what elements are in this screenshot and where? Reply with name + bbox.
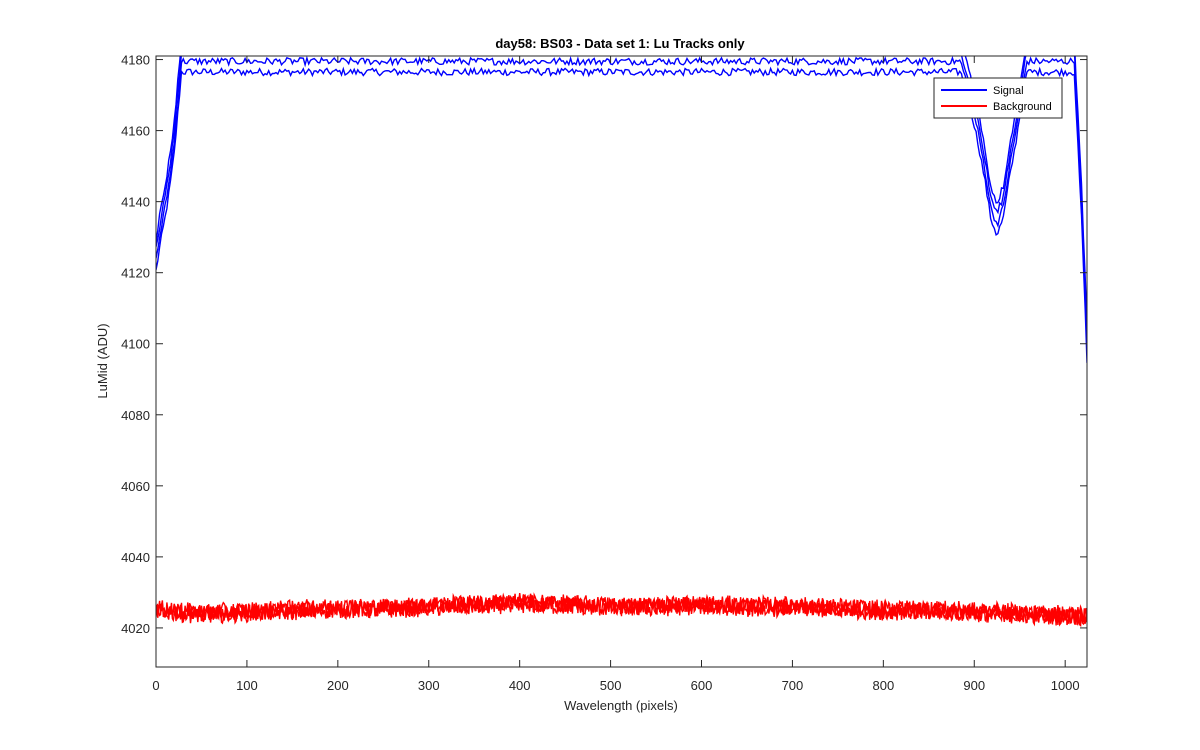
plot-area (156, 56, 1087, 667)
x-tick-label: 100 (236, 678, 258, 693)
y-tick-label: 4080 (121, 408, 150, 423)
legend: Signal Background (933, 77, 1063, 119)
y-tick-label: 4060 (121, 479, 150, 494)
y-tick-label: 4040 (121, 550, 150, 565)
y-tick-label: 4100 (121, 337, 150, 352)
y-tick-label: 4160 (121, 124, 150, 139)
signal-series-line (156, 56, 1087, 347)
x-tick-label: 900 (963, 678, 985, 693)
x-axis-label: Wavelength (pixels) (564, 698, 678, 713)
y-axis: 4020 4040 4060 4080 4100 4120 4140 4160 4180 (121, 53, 1087, 636)
chart-title: day58: BS03 - Data set 1: Lu Tracks only (495, 36, 745, 51)
x-tick-label: 800 (872, 678, 894, 693)
x-tick-label: 200 (327, 678, 349, 693)
y-axis-label: LuMid (ADU) (95, 323, 110, 398)
y-tick-label: 4140 (121, 195, 150, 210)
y-tick-label: 4180 (121, 53, 150, 68)
background-series-line (156, 592, 1087, 625)
x-tick-label: 600 (691, 678, 713, 693)
x-tick-label: 300 (418, 678, 440, 693)
x-tick-label: 0 (152, 678, 159, 693)
y-tick-label: 4020 (121, 621, 150, 636)
x-axis: 0 100 200 300 400 500 600 700 800 900 1000 (152, 56, 1080, 693)
series-layer (156, 56, 1087, 627)
x-tick-label: 1000 (1051, 678, 1080, 693)
x-tick-label: 700 (782, 678, 804, 693)
legend-box (933, 77, 1063, 119)
y-tick-label: 4120 (121, 266, 150, 281)
legend-signal-label: Signal (993, 85, 1024, 97)
axes-box (155, 55, 1088, 668)
x-tick-label: 500 (600, 678, 622, 693)
legend-background-label: Background (993, 101, 1052, 113)
x-tick-label: 400 (509, 678, 531, 693)
signal-series-line (156, 66, 1087, 363)
